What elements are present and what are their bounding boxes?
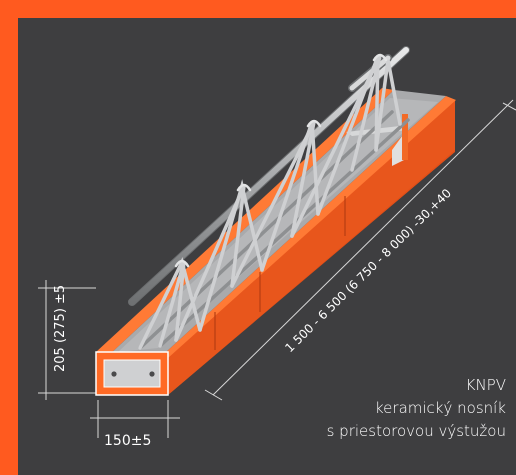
height-dimension (38, 280, 96, 400)
caption: KNPV keramický nosník s priestorovou výs… (327, 374, 506, 443)
height-label: 205 (275) ±5 (53, 285, 68, 372)
width-dimension (90, 400, 180, 438)
product-code: KNPV (465, 376, 506, 394)
caption-line-1: keramický nosník (375, 399, 506, 417)
width-label: 150±5 (104, 433, 151, 449)
length-dimension (204, 99, 516, 401)
steel-truss (128, 46, 410, 350)
caption-line-2: s priestorovou výstužou (326, 422, 506, 440)
